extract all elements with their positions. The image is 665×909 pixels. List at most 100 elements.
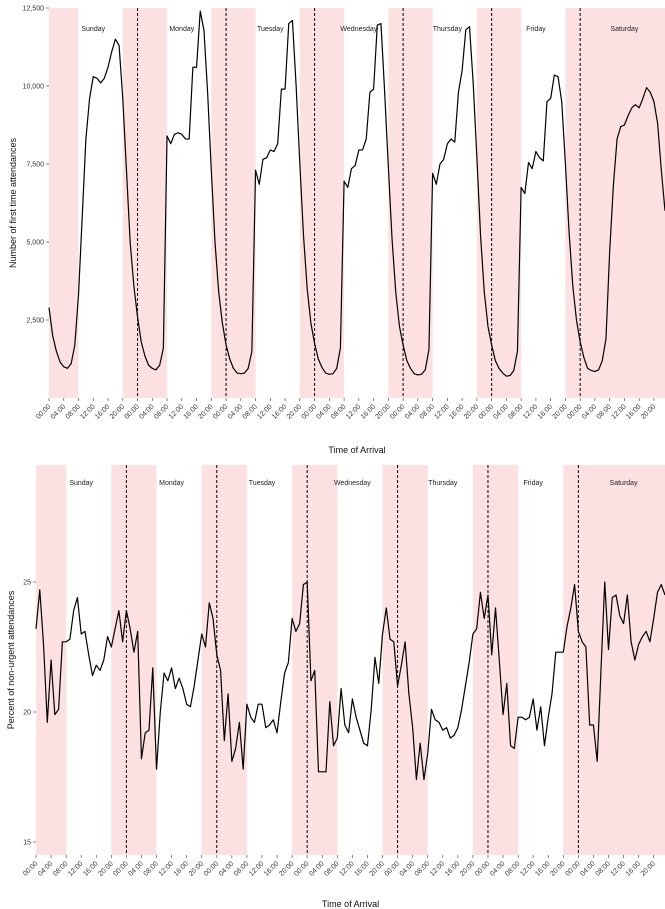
x-tick-label: 04:00 [128, 860, 145, 877]
x-tick-label: 04:00 [315, 403, 332, 420]
x-tick-label: 16:00 [183, 403, 200, 420]
night-shading-band [563, 465, 665, 855]
x-tick-label: 20:00 [640, 860, 657, 877]
x-tick-label: 08:00 [143, 860, 160, 877]
x-tick-label: 00:00 [478, 403, 495, 420]
x-tick-label: 20:00 [640, 403, 657, 420]
x-tick-label: 00:00 [203, 860, 220, 877]
x-axis-title: Time of Arrival [328, 445, 385, 455]
x-tick-label: 12:00 [433, 403, 450, 420]
x-tick-label: 00:00 [35, 403, 52, 420]
x-tick-label: 04:00 [489, 860, 506, 877]
x-tick-label: 08:00 [419, 403, 436, 420]
x-tick-label: 08:00 [595, 860, 612, 877]
x-tick-label: 12:00 [610, 403, 627, 420]
x-tick-label: 16:00 [360, 403, 377, 420]
x-tick-label: 16:00 [94, 403, 111, 420]
x-tick-label: 00:00 [564, 860, 581, 877]
x-tick-label: 20:00 [109, 403, 126, 420]
night-shading-band [388, 8, 433, 398]
non-urgent-panel-top: Sunday Monday Tuesday Wednesday Thursday Frid… [8, 6, 665, 455]
x-tick-label: 20:00 [197, 403, 214, 420]
x-tick-label: 04:00 [50, 403, 67, 420]
day-label: Monday [169, 26, 194, 33]
x-tick-label: 20:00 [463, 403, 480, 420]
x-tick-label: 04:00 [404, 403, 421, 420]
x-tick-label: 20:00 [551, 403, 568, 420]
x-tick-label: 00:00 [384, 860, 401, 877]
x-tick-label: 04:00 [581, 403, 598, 420]
x-tick-label: 08:00 [504, 860, 521, 877]
day-label: Thursday [428, 480, 458, 487]
day-label: Tuesday [257, 26, 284, 33]
x-tick-label: 20:00 [188, 860, 205, 877]
x-tick-label: 16:00 [534, 860, 551, 877]
x-tick-label: 00:00 [566, 403, 583, 420]
x-tick-label: 16:00 [448, 403, 465, 420]
x-tick-label: 04:00 [218, 860, 235, 877]
x-tick-label: 20:00 [459, 860, 476, 877]
y-tick-label: 5,000 [26, 240, 44, 247]
x-tick-label: 16:00 [625, 403, 642, 420]
x-tick-label: 08:00 [507, 403, 524, 420]
y-axis-title: Number of first time attendances [8, 137, 18, 268]
x-tick-label: 16:00 [537, 403, 554, 420]
x-tick-label: 12:00 [522, 403, 539, 420]
x-tick-label: 00:00 [22, 860, 39, 877]
y-tick-label: 15 [23, 840, 31, 847]
x-tick-label: 12:00 [519, 860, 536, 877]
x-tick-label: 08:00 [65, 403, 82, 420]
day-label: Monday [159, 480, 184, 487]
x-tick-label: 12:00 [67, 860, 84, 877]
day-label: Wednesday [334, 480, 371, 487]
night-shading-band [476, 8, 522, 398]
night-shading-band [565, 8, 665, 398]
day-label: Saturday [610, 26, 639, 33]
x-tick-label: 16:00 [271, 403, 288, 420]
y-tick-label: 25 [23, 580, 31, 587]
x-tick-label: 00:00 [389, 403, 406, 420]
x-tick-label: 04:00 [308, 860, 325, 877]
x-tick-label: 16:00 [263, 860, 280, 877]
x-tick-label: 20:00 [549, 860, 566, 877]
x-tick-label: 08:00 [52, 860, 69, 877]
x-tick-label: 12:00 [168, 403, 185, 420]
non-urgent-panel-bottom: Sunday Monday Tuesday Wednesday Thursday Frid… [6, 465, 665, 909]
series-line [48, 10, 665, 377]
x-tick-label: 12:00 [248, 860, 265, 877]
day-label: Tuesday [249, 480, 276, 487]
night-shading-band [49, 8, 79, 398]
x-tick-label: 12:00 [256, 403, 273, 420]
night-shading-band [292, 465, 338, 855]
y-tick-label: 2,500 [26, 318, 44, 325]
x-tick-label: 08:00 [596, 403, 613, 420]
night-shading-band [201, 465, 247, 855]
x-tick-label: 20:00 [278, 860, 295, 877]
x-tick-label: 00:00 [124, 403, 141, 420]
night-shading-band [472, 465, 519, 855]
night-shading-band [111, 465, 157, 855]
x-tick-label: 16:00 [625, 860, 642, 877]
x-tick-label: 16:00 [354, 860, 371, 877]
x-tick-label: 12:00 [338, 860, 355, 877]
x-tick-label: 00:00 [112, 860, 129, 877]
y-tick-label: 12,500 [23, 6, 45, 13]
x-tick-label: 08:00 [323, 860, 340, 877]
x-tick-label: 08:00 [414, 860, 431, 877]
night-shading-band [122, 8, 168, 398]
x-tick-label: 08:00 [242, 403, 259, 420]
x-tick-label: 12:00 [79, 403, 96, 420]
x-tick-label: 20:00 [286, 403, 303, 420]
x-tick-label: 16:00 [173, 860, 190, 877]
night-shading-band [299, 8, 345, 398]
x-tick-label: 00:00 [212, 403, 229, 420]
day-label: Thursday [433, 26, 463, 33]
x-tick-label: 00:00 [293, 860, 310, 877]
x-tick-label: 20:00 [369, 860, 386, 877]
x-tick-label: 04:00 [37, 860, 54, 877]
x-tick-label: 12:00 [158, 860, 175, 877]
series-line [35, 581, 665, 781]
day-label: Sunday [81, 26, 105, 33]
x-tick-label: 04:00 [227, 403, 244, 420]
